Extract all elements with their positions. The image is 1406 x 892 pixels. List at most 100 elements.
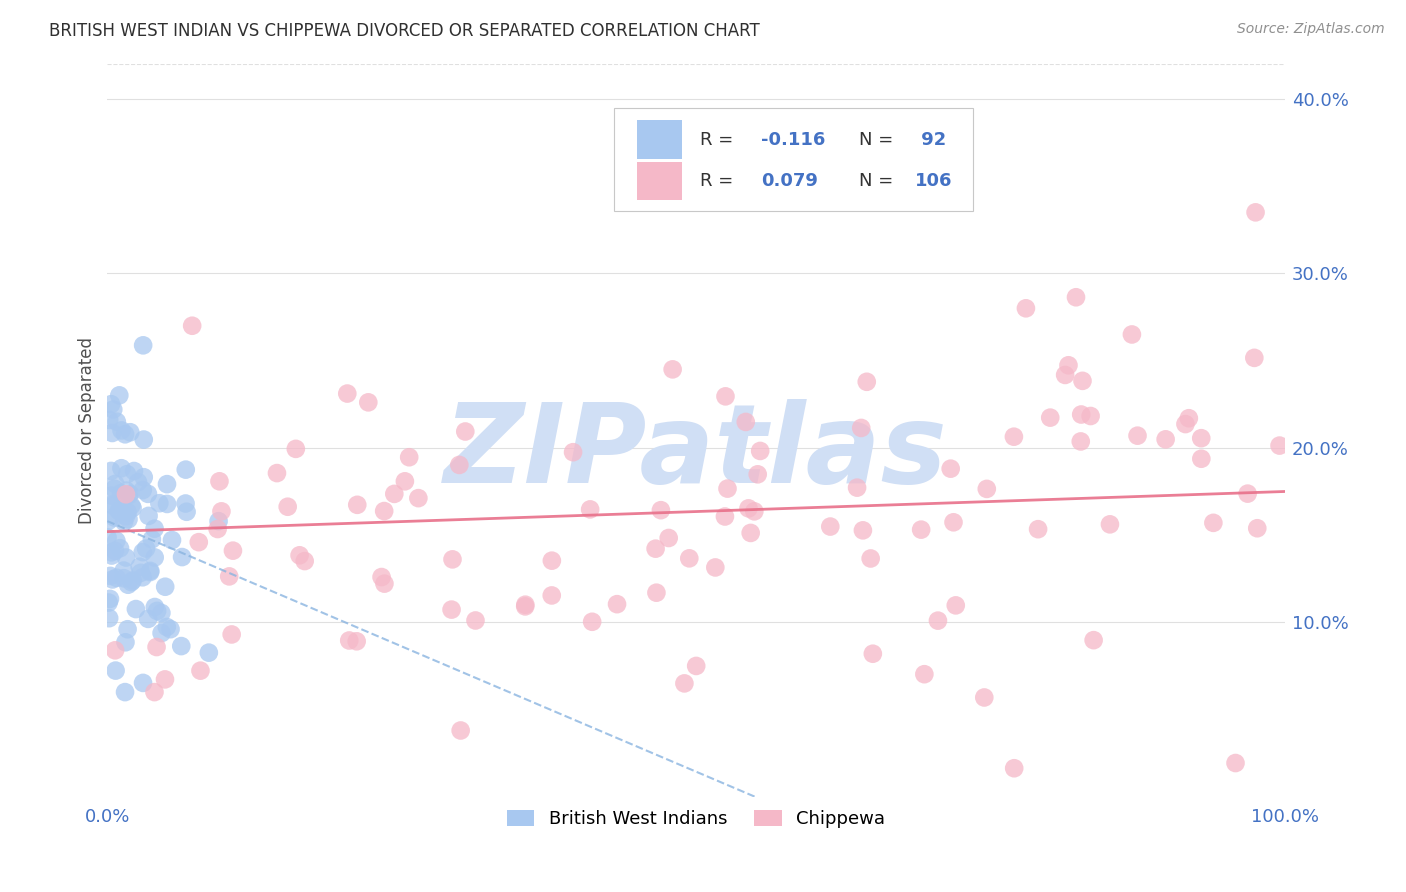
Point <box>346 634 368 648</box>
Point <box>174 462 197 476</box>
Point <box>1002 761 1025 775</box>
Point <box>373 576 395 591</box>
Point <box>121 574 143 588</box>
Text: N =: N = <box>859 172 898 190</box>
Point <box>97 531 120 545</box>
Point <box>1064 290 1087 304</box>
Point <box>716 482 738 496</box>
Point <box>104 664 127 678</box>
Point <box>288 549 311 563</box>
Point <box>100 397 122 411</box>
Point <box>1243 351 1265 365</box>
Point <box>190 664 212 678</box>
Point <box>112 564 135 578</box>
Text: 106: 106 <box>915 172 953 190</box>
Y-axis label: Divorced or Separated: Divorced or Separated <box>79 337 96 524</box>
Point <box>107 504 129 518</box>
Point <box>156 477 179 491</box>
Point <box>181 318 204 333</box>
Point <box>131 570 153 584</box>
Point <box>740 525 762 540</box>
Point <box>145 640 167 654</box>
Point <box>117 512 139 526</box>
Point <box>581 615 603 629</box>
Point <box>1080 409 1102 423</box>
Point <box>1189 431 1212 445</box>
Point <box>1189 451 1212 466</box>
Point <box>515 598 537 612</box>
Point <box>734 415 756 429</box>
Point <box>714 389 737 403</box>
Point <box>112 515 135 529</box>
Point <box>650 503 672 517</box>
Point <box>398 450 420 465</box>
Point <box>118 487 141 501</box>
Text: 0.079: 0.079 <box>761 172 818 190</box>
Point <box>336 386 359 401</box>
Point <box>1070 408 1092 422</box>
Point <box>114 635 136 649</box>
Point <box>156 497 179 511</box>
Point <box>749 444 772 458</box>
Point <box>820 519 842 533</box>
Point <box>117 505 139 519</box>
FancyBboxPatch shape <box>614 108 973 211</box>
Point <box>714 509 737 524</box>
Point <box>222 543 245 558</box>
Point <box>449 458 471 472</box>
Point <box>104 543 127 558</box>
Point <box>208 475 231 489</box>
Point <box>337 633 360 648</box>
Point <box>862 647 884 661</box>
Point <box>284 442 307 456</box>
Point <box>464 614 486 628</box>
Point <box>103 510 125 524</box>
Point <box>704 560 727 574</box>
Point <box>103 402 125 417</box>
Point <box>221 627 243 641</box>
Point <box>1015 301 1038 316</box>
Point <box>973 690 995 705</box>
Point <box>1244 205 1267 219</box>
Point <box>211 504 233 518</box>
Point <box>382 487 405 501</box>
Point <box>218 569 240 583</box>
Point <box>143 600 166 615</box>
Point <box>945 599 967 613</box>
Point <box>1026 522 1049 536</box>
Text: 92: 92 <box>915 130 946 149</box>
Text: R =: R = <box>700 172 738 190</box>
Point <box>851 421 873 435</box>
Point <box>114 685 136 699</box>
Point <box>98 569 121 583</box>
Point <box>136 612 159 626</box>
Point <box>115 487 138 501</box>
Point <box>150 626 173 640</box>
Point <box>108 541 131 556</box>
Point <box>108 388 131 402</box>
Point <box>187 535 209 549</box>
Point <box>117 622 139 636</box>
Point <box>101 497 124 511</box>
Point <box>1268 439 1291 453</box>
Point <box>346 498 368 512</box>
Point <box>103 482 125 496</box>
Point <box>112 571 135 585</box>
Point <box>673 676 696 690</box>
Point <box>150 606 173 620</box>
Point <box>101 499 124 513</box>
Point <box>100 545 122 559</box>
Text: ZIPatlas: ZIPatlas <box>444 399 948 506</box>
Point <box>540 589 562 603</box>
Point <box>146 604 169 618</box>
Point <box>408 491 430 505</box>
Point <box>1178 411 1201 425</box>
Point <box>105 415 128 429</box>
Point <box>207 522 229 536</box>
Point <box>110 486 132 500</box>
Point <box>98 413 121 427</box>
Point <box>105 571 128 585</box>
Point <box>100 489 122 503</box>
Point <box>114 427 136 442</box>
Point <box>153 580 176 594</box>
